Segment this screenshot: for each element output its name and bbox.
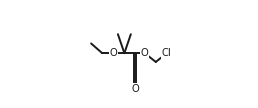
Text: Cl: Cl	[162, 48, 172, 58]
Text: O: O	[132, 84, 139, 94]
Text: O: O	[141, 48, 149, 58]
Text: O: O	[109, 48, 117, 58]
